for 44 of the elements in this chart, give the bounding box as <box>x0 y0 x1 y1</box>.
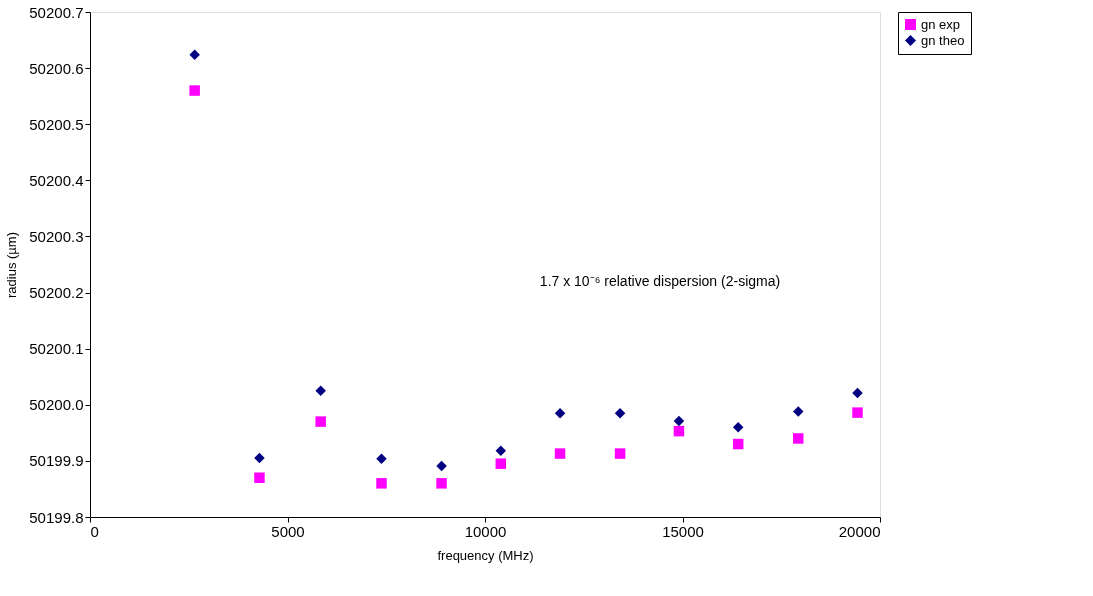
point <box>852 387 863 399</box>
x-tick-label: 20000 <box>838 522 881 540</box>
x-tick-label: 5000 <box>271 522 305 540</box>
legend-label: gn exp <box>921 16 961 32</box>
point <box>554 448 566 459</box>
y-tick-label: 50200.3 <box>29 227 84 245</box>
point <box>376 478 387 489</box>
point <box>254 472 265 483</box>
point <box>554 407 566 419</box>
y-tick-label: 50199.9 <box>29 452 84 470</box>
point <box>614 407 626 419</box>
y-tick-label: 50200.4 <box>29 171 84 189</box>
x-tick-label: 0 <box>90 522 99 540</box>
x-tick-label: 10000 <box>464 522 507 540</box>
point <box>436 460 447 472</box>
point <box>495 445 507 457</box>
y-tick-label: 50200.7 <box>29 3 84 21</box>
legend-label: gn theo <box>921 32 965 48</box>
point <box>315 416 326 427</box>
point <box>376 453 387 464</box>
y-tick-label: 50200.2 <box>29 284 84 302</box>
point <box>792 406 804 417</box>
point <box>673 425 685 437</box>
y-axis-title: radius (µm) <box>4 232 20 298</box>
point <box>792 433 804 444</box>
y-tick-label: 50200.6 <box>29 59 84 77</box>
y-tick-label: 50199.8 <box>29 508 84 526</box>
point <box>495 458 507 469</box>
point <box>189 49 200 60</box>
point <box>732 421 744 433</box>
y-tick-label: 50200.1 <box>29 340 84 358</box>
annotation: 1.7 x 10⁻⁶ relative dispersion (2-sigma) <box>539 273 781 289</box>
x-tick-label: 15000 <box>662 522 704 540</box>
x-axis-title: frequency (MHz) <box>437 547 534 563</box>
point <box>673 415 685 427</box>
point <box>852 407 863 418</box>
point <box>315 385 326 396</box>
y-tick-label: 50200.5 <box>29 115 84 133</box>
y-tick-label: 50200.0 <box>29 396 84 414</box>
point <box>254 452 265 464</box>
point <box>189 85 200 96</box>
point <box>614 448 626 459</box>
point <box>732 438 744 450</box>
point <box>436 478 447 489</box>
